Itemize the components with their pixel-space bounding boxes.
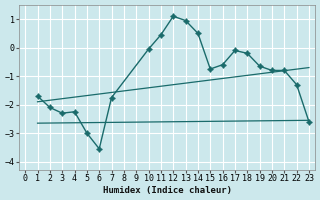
X-axis label: Humidex (Indice chaleur): Humidex (Indice chaleur) (103, 186, 232, 195)
